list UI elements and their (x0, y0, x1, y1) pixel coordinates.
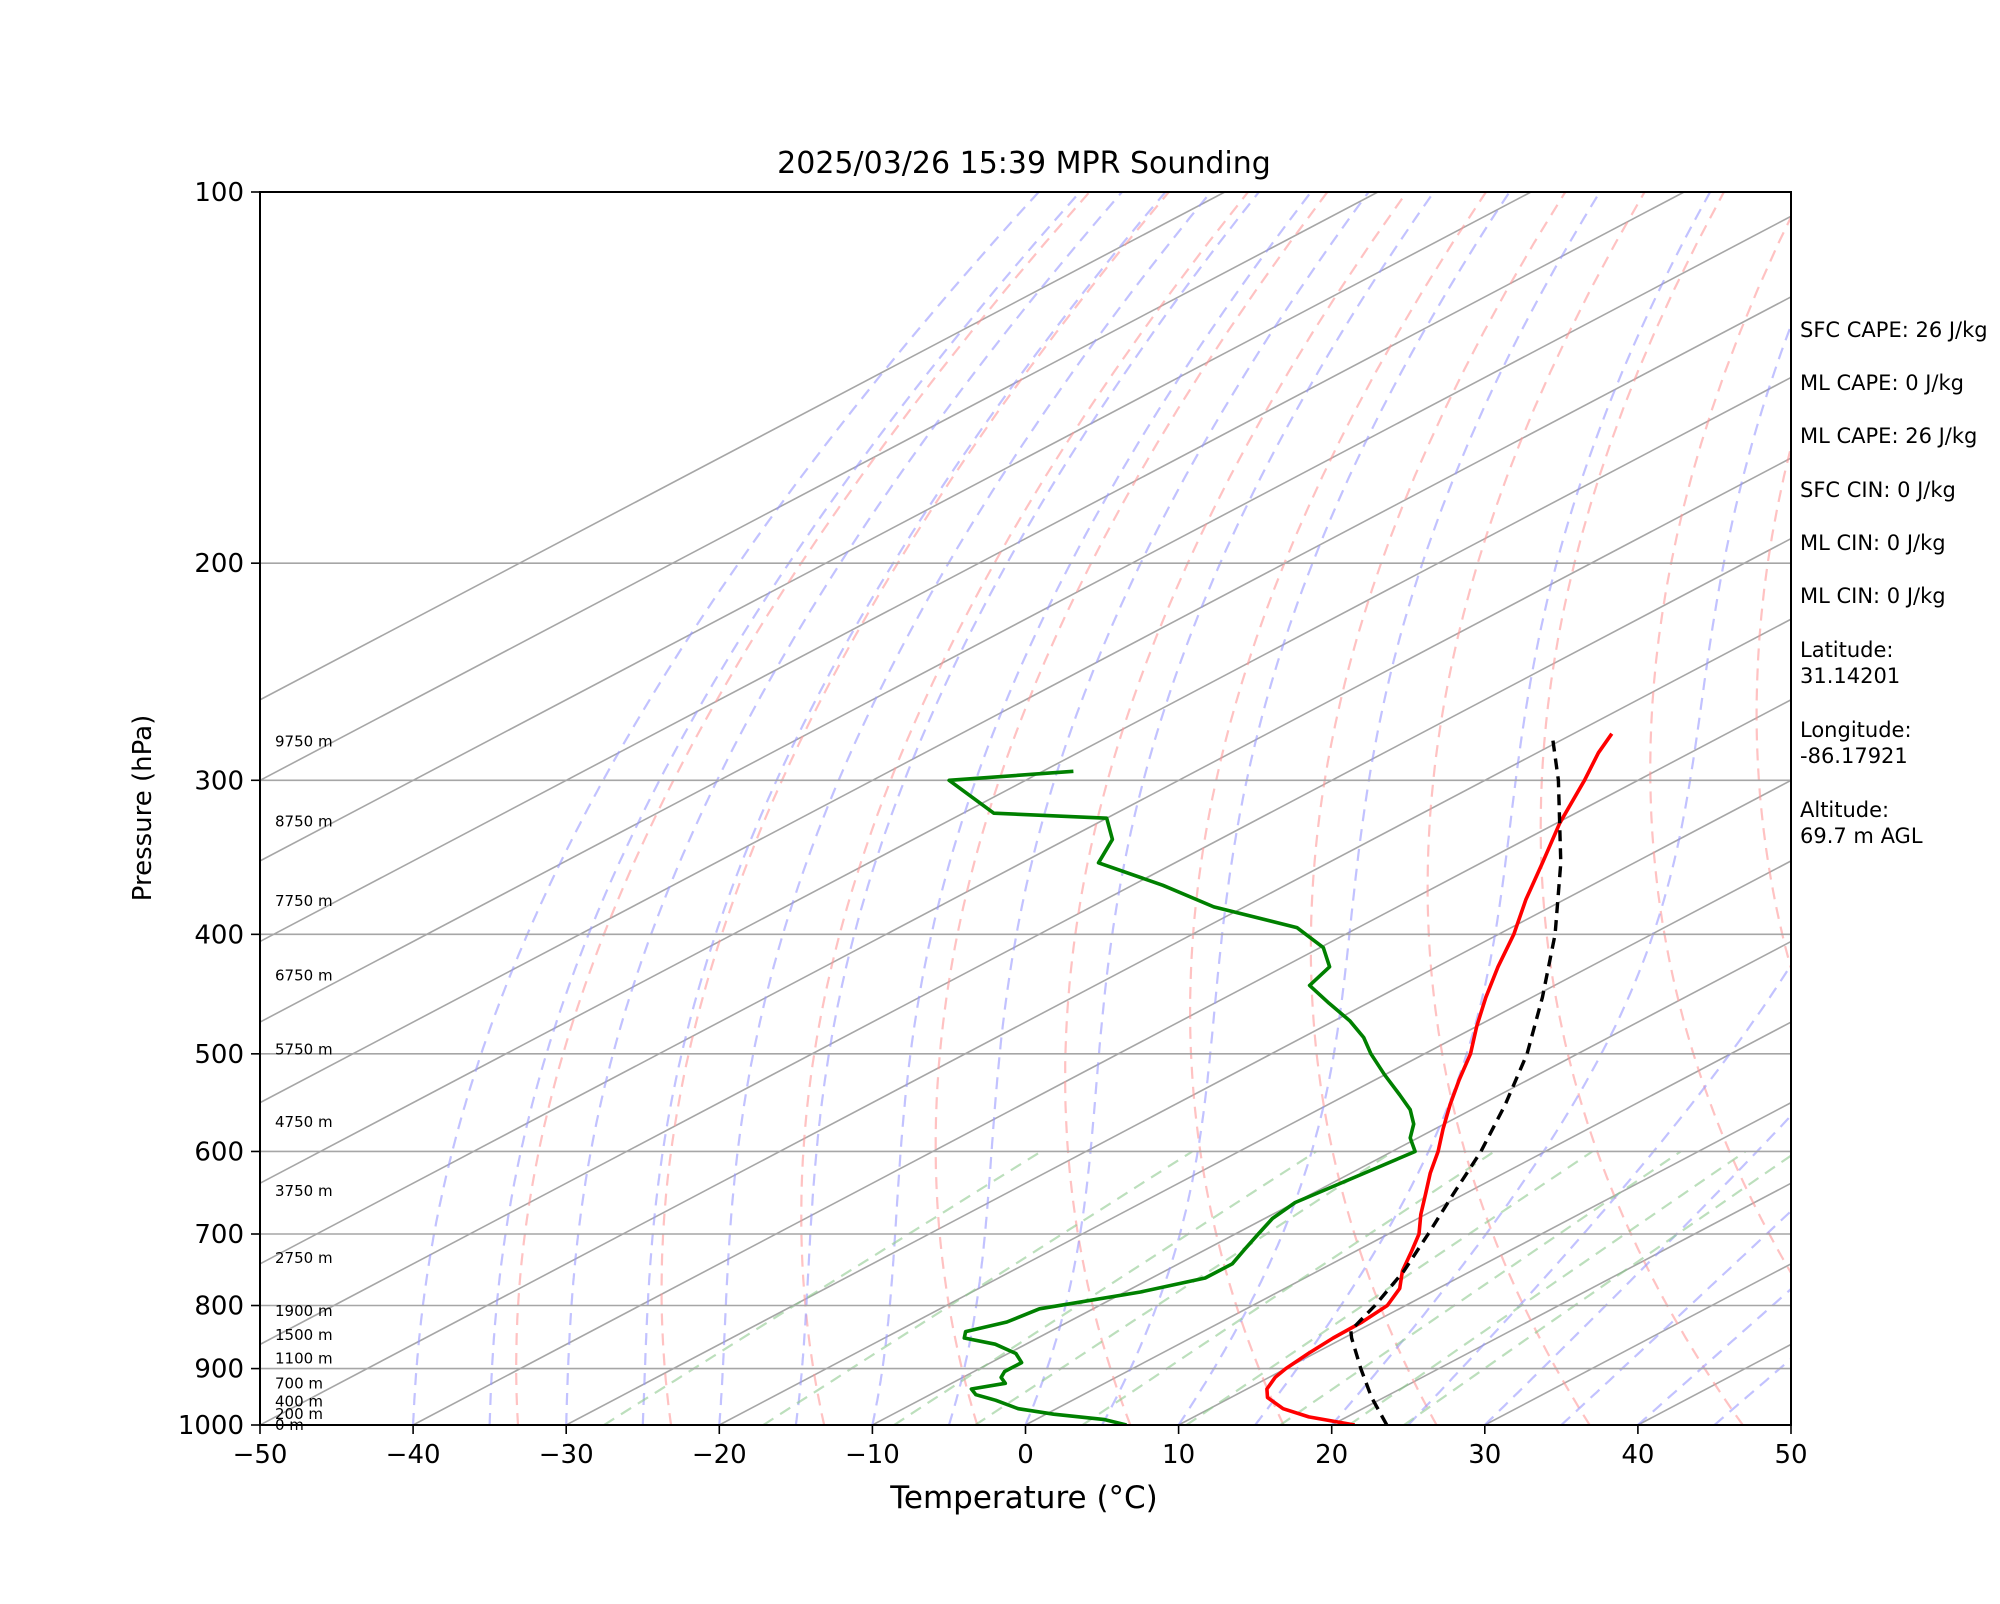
isotherm-line (0, 192, 1990, 1425)
mixing-ratio-line (604, 1152, 1041, 1426)
x-tick-label: 40 (1621, 1440, 1654, 1470)
isobar-gridlines (260, 563, 1791, 1368)
dry-adiabat-line (662, 192, 1169, 1425)
ml-cape-text: ML CAPE: 0 J/kg (1800, 370, 1964, 396)
x-tick-label: 10 (1162, 1440, 1195, 1470)
height-label: 6750 m (275, 967, 333, 985)
height-label: 700 m (275, 1374, 323, 1392)
mixing-ratio-line (1404, 1152, 1797, 1426)
moist-adiabat-line (643, 192, 1166, 1425)
moist-adiabat-line (1102, 192, 1509, 1425)
dry-adiabat-line (516, 192, 1089, 1425)
x-axis: −50 −40 −30 −20 −10 0 10 20 30 40 50 (233, 1425, 1808, 1470)
height-label: 4750 m (275, 1113, 333, 1131)
chart-title: 2025/03/26 15:39 MPR Sounding (777, 146, 1271, 181)
height-label: 3750 m (275, 1182, 333, 1200)
moist-adiabat-line (413, 192, 1039, 1425)
x-axis-label: Temperature (°C) (889, 1480, 1158, 1516)
background-reference-lines (0, 192, 2000, 1425)
y-tick-label: 200 (194, 549, 244, 579)
y-axis: 1000 900 800 700 600 500 400 300 200 100 (178, 178, 260, 1441)
x-tick-label: −10 (845, 1440, 900, 1470)
mixing-ratio-line (1186, 1152, 1592, 1426)
mixing-ratio-line (1083, 1152, 1495, 1426)
x-tick-label: −20 (692, 1440, 747, 1470)
sounding-profiles (949, 734, 1612, 1425)
sfc-cin-text: SFC CIN: 0 J/kg (1800, 477, 1956, 503)
dry-adiabat-line (1311, 192, 1565, 1425)
ml-cin-text: ML CIN: 0 J/kg (1800, 530, 1946, 556)
ml-cin-text-2: ML CIN: 0 J/kg (1800, 583, 1946, 609)
isotherm-line (0, 192, 2000, 1425)
height-label: 1500 m (275, 1326, 333, 1344)
y-tick-label: 400 (194, 920, 244, 950)
ml-cape-text-2: ML CAPE: 26 J/kg (1800, 423, 1977, 449)
x-tick-label: −50 (233, 1440, 288, 1470)
isotherm-line (0, 192, 2000, 1425)
dewpoint-profile-line (949, 771, 1415, 1425)
y-tick-label: 600 (194, 1137, 244, 1167)
dry-adiabat-line (936, 192, 1328, 1425)
height-label: 400 m (275, 1392, 323, 1410)
x-tick-label: −40 (386, 1440, 441, 1470)
y-tick-label: 800 (194, 1292, 244, 1322)
altitude-text: Altitude: 69.7 m AGL (1800, 797, 1923, 849)
latitude-text: Latitude: 31.14201 (1800, 637, 1900, 689)
x-tick-label: −30 (539, 1440, 594, 1470)
height-label: 7750 m (275, 892, 333, 910)
dry-adiabat-line (1541, 192, 1743, 1425)
dry-adiabat-line (1190, 192, 1486, 1425)
height-label: 5750 m (275, 1041, 333, 1059)
height-label: 8750 m (275, 813, 333, 831)
y-tick-label: 1000 (178, 1411, 244, 1441)
moist-adiabat-line (1255, 192, 1710, 1425)
moist-adiabat-line (566, 192, 1122, 1425)
x-tick-label: 50 (1774, 1440, 1807, 1470)
x-tick-label: 30 (1468, 1440, 1501, 1470)
x-tick-label: 20 (1315, 1440, 1348, 1470)
y-axis-label: Pressure (hPa) (128, 715, 158, 902)
moist-adiabat-line (1026, 192, 1434, 1425)
height-label: 1900 m (275, 1302, 333, 1320)
moist-adiabat-line (949, 192, 1369, 1425)
height-label: 1100 m (275, 1349, 333, 1367)
height-label: 2750 m (275, 1249, 333, 1267)
moist-adiabat-line (1332, 192, 1849, 1425)
height-label: 9750 m (275, 732, 333, 750)
mixing-ratio-line (975, 1152, 1393, 1426)
y-tick-label: 300 (194, 766, 244, 796)
sfc-cape-text: SFC CAPE: 26 J/kg (1800, 317, 1988, 343)
y-tick-label: 500 (194, 1040, 244, 1070)
moist-adiabat-line (1179, 192, 1600, 1425)
isotherm-line (566, 192, 2000, 1425)
y-tick-label: 700 (194, 1220, 244, 1250)
longitude-text: Longitude: -86.17921 (1800, 717, 1912, 769)
x-tick-label: 0 (1017, 1440, 1034, 1470)
dry-adiabat-line (1960, 192, 2000, 1425)
moist-adiabat-line (872, 192, 1311, 1425)
y-tick-label: 100 (194, 178, 244, 208)
y-tick-label: 900 (194, 1355, 244, 1385)
